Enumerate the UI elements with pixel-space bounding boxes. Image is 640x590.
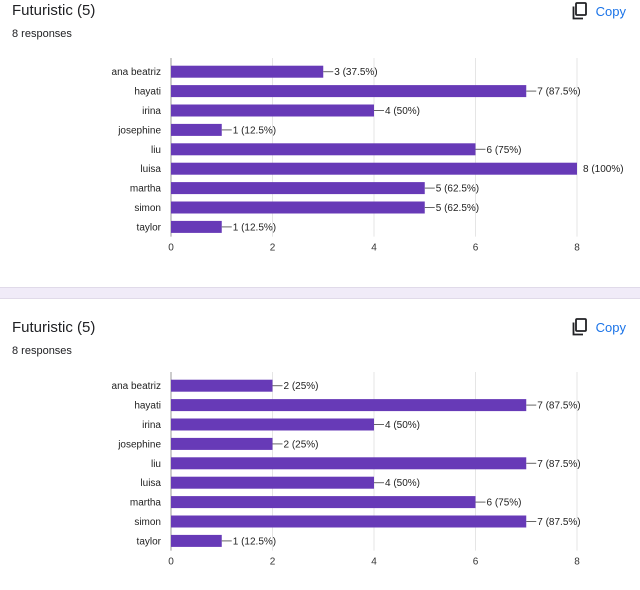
bar-chart: 0 2 4 6 8 ana beatriz 3 (37.5%) hayati 7 (87.5%)…: [112, 58, 624, 254]
response-count: 8 responses: [12, 345, 72, 357]
data-label: 4 (50%): [385, 478, 420, 489]
copy-icon: [572, 2, 588, 20]
data-label: 1 (12.5%): [233, 125, 276, 136]
data-label: 7 (87.5%): [537, 401, 580, 412]
bar: [171, 143, 476, 156]
x-tick-label: 6: [473, 557, 479, 568]
category-label: taylor: [137, 536, 162, 547]
bar: [171, 418, 374, 431]
data-label: 3 (37.5%): [334, 67, 377, 78]
data-label: 7 (87.5%): [537, 517, 580, 528]
category-label: liu: [151, 459, 161, 470]
category-label: hayati: [134, 401, 161, 412]
category-label: ana beatriz: [112, 67, 161, 78]
copy-icon: [572, 318, 588, 336]
data-label: 8 (100%): [583, 164, 624, 175]
category-label: josephine: [117, 439, 161, 450]
section-divider: [0, 287, 640, 299]
question-title: Futuristic (5): [12, 2, 96, 19]
copy-label: Copy: [595, 3, 626, 19]
question-title: Futuristic (5): [12, 319, 96, 336]
bar: [171, 379, 273, 392]
x-tick-label: 8: [574, 243, 580, 254]
bar: [171, 496, 476, 509]
category-label: taylor: [137, 222, 162, 233]
category-label: irina: [142, 420, 161, 431]
question-card-2: Futuristic (5) 8 responses Copy 0 2 4 6 8 ana…: [0, 299, 640, 590]
category-label: liu: [151, 145, 161, 156]
data-label: 6 (75%): [487, 498, 522, 509]
bar: [171, 534, 222, 547]
bar: [171, 65, 324, 78]
data-label: 5 (62.5%): [436, 184, 479, 195]
bar: [171, 476, 374, 489]
bar: [171, 182, 425, 195]
data-label: 4 (50%): [385, 106, 420, 117]
bar: [171, 123, 222, 136]
category-label: simon: [134, 517, 161, 528]
x-tick-label: 4: [371, 557, 377, 568]
bar: [171, 162, 577, 175]
category-label: irina: [142, 106, 161, 117]
copy-label: Copy: [595, 319, 626, 335]
copy-button[interactable]: Copy: [572, 316, 626, 338]
data-label: 7 (87.5%): [537, 87, 580, 98]
bar: [171, 220, 222, 233]
bar: [171, 201, 425, 214]
category-label: simon: [134, 203, 161, 214]
data-label: 1 (12.5%): [233, 536, 276, 547]
category-label: luisa: [140, 478, 161, 489]
category-label: ana beatriz: [112, 381, 161, 392]
bar: [171, 457, 527, 470]
data-label: 2 (25%): [284, 381, 319, 392]
copy-button[interactable]: Copy: [572, 0, 626, 22]
x-tick-label: 0: [168, 557, 174, 568]
data-label: 4 (50%): [385, 420, 420, 431]
data-label: 2 (25%): [284, 439, 319, 450]
response-count: 8 responses: [12, 28, 72, 40]
data-label: 7 (87.5%): [537, 459, 580, 470]
bar-chart: 0 2 4 6 8 ana beatriz 2 (25%) hayati 7 (87.5%) ir…: [112, 372, 581, 568]
data-label: 1 (12.5%): [233, 222, 276, 233]
bar: [171, 515, 527, 528]
x-tick-label: 0: [168, 243, 174, 254]
category-label: luisa: [140, 164, 161, 175]
category-label: hayati: [134, 87, 161, 98]
x-tick-label: 2: [270, 557, 276, 568]
data-label: 5 (62.5%): [436, 203, 479, 214]
question-card-1: Futuristic (5) 8 responses Copy 0 2 4 6 8 ana…: [0, 0, 640, 287]
bar: [171, 85, 527, 98]
bar: [171, 399, 527, 412]
x-tick-label: 4: [371, 243, 377, 254]
bar: [171, 104, 374, 117]
bar: [171, 437, 273, 450]
x-tick-label: 8: [574, 557, 580, 568]
x-tick-label: 2: [270, 243, 276, 254]
data-label: 6 (75%): [487, 145, 522, 156]
category-label: martha: [130, 184, 162, 195]
category-label: martha: [130, 498, 162, 509]
x-tick-label: 6: [473, 243, 479, 254]
category-label: josephine: [117, 125, 161, 136]
